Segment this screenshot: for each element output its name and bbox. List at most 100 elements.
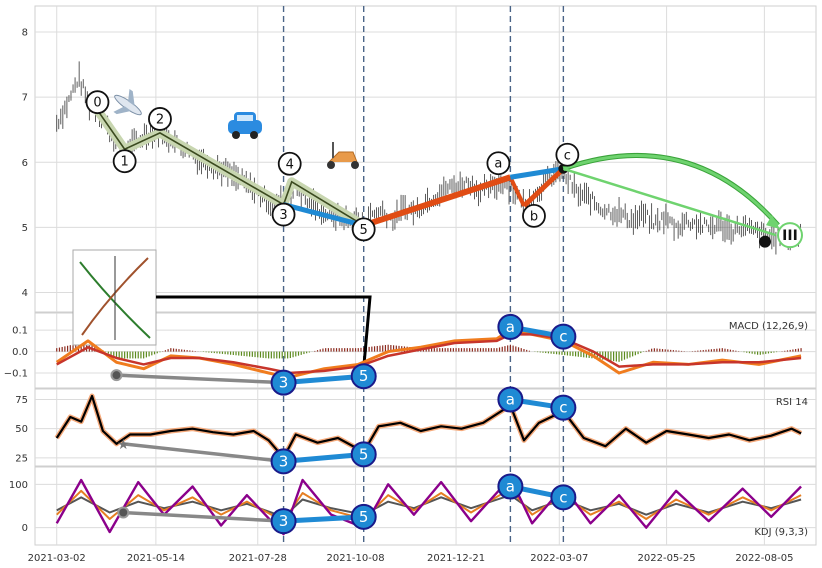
wave-leg-a-c <box>509 166 564 180</box>
divergence-marker-label: a <box>506 478 515 496</box>
macd-histogram-bar <box>66 345 69 352</box>
macd-histogram-bar <box>335 348 338 352</box>
wave-label: a <box>494 157 502 172</box>
macd-histogram-bar <box>265 351 267 359</box>
macd-histogram-bar <box>542 351 544 353</box>
panel-price <box>34 5 817 313</box>
macd-histogram-bar <box>773 351 775 353</box>
macd-histogram-bar <box>708 349 710 352</box>
macd-histogram-bar <box>86 341 88 352</box>
macd-histogram-bar <box>170 348 172 352</box>
y-tick-label: 75 <box>15 395 28 406</box>
macd-histogram-bar <box>523 349 525 352</box>
macd-histogram-bar <box>743 351 745 353</box>
macd-histogram-bar <box>382 345 384 352</box>
x-tick-label: 2021-07-28 <box>229 553 287 564</box>
macd-histogram-bar <box>765 351 767 354</box>
macd-histogram-bar <box>259 351 262 358</box>
macd-histogram-bar <box>602 351 604 360</box>
macd-histogram-bar <box>797 348 799 352</box>
scooter-wheel <box>327 161 335 169</box>
divergence-marker-label: c <box>559 488 567 506</box>
macd-histogram-bar <box>455 348 457 352</box>
macd-histogram-bar <box>354 348 357 352</box>
divergence-marker-label: 3 <box>279 374 289 392</box>
macd-histogram-bar <box>705 349 707 352</box>
macd-histogram-bar <box>784 350 786 352</box>
macd-histogram-bar <box>58 347 61 352</box>
divergence-marker-rsi <box>550 394 577 421</box>
macd-histogram-bar <box>672 350 674 352</box>
macd-histogram-bar <box>547 351 550 354</box>
macd-histogram-bar <box>229 351 232 355</box>
wave-marker-4 <box>277 151 302 176</box>
macd-histogram-bar <box>357 348 359 352</box>
macd-histogram-bar <box>621 351 623 361</box>
macd-histogram-bar <box>431 348 433 352</box>
macd-histogram-bar <box>352 348 354 352</box>
macd-histogram-bar <box>395 345 397 352</box>
divergence-marker-label: a <box>506 391 515 409</box>
divergence-marker-label: a <box>506 318 515 336</box>
macd-histogram-bar <box>344 348 346 352</box>
macd-histogram-bar <box>623 351 626 360</box>
macd-histogram-bar <box>368 346 370 352</box>
divergence-line-macd <box>116 373 284 385</box>
macd-histogram-bar <box>539 351 541 353</box>
macd-histogram-bar <box>754 351 756 355</box>
macd-histogram-bar <box>276 351 278 359</box>
macd-histogram-bar <box>572 351 574 357</box>
rsi-line <box>55 394 802 459</box>
thumbnail-curve <box>79 261 151 339</box>
car-window <box>237 115 253 121</box>
macd-histogram-bar <box>213 351 215 354</box>
macd-histogram-bar <box>762 351 764 355</box>
y-tick-label: −0.1 <box>4 369 28 380</box>
macd-histogram-bar <box>515 346 517 352</box>
macd-histogram-bar <box>83 342 85 352</box>
macd-histogram-bar <box>792 349 794 352</box>
macd-histogram-bar <box>327 348 329 352</box>
macd-histogram-bar <box>583 351 585 358</box>
macd-histogram-bar <box>322 348 324 352</box>
y-tick-label: 7 <box>22 93 28 104</box>
car-icon <box>228 112 262 139</box>
macd-histogram-bar <box>436 348 438 352</box>
y-tick-label: 8 <box>22 28 28 39</box>
macd-histogram-bar <box>477 348 479 352</box>
divergence-marker-label: 3 <box>279 452 289 470</box>
wave-label: 0 <box>93 96 101 111</box>
scooter-wheel <box>351 161 359 169</box>
macd-histogram-bar <box>460 348 463 352</box>
macd-histogram-bar <box>496 348 498 352</box>
y-tick-label: 100 <box>9 480 28 491</box>
macd-histogram-bar <box>219 351 221 354</box>
macd-histogram-bar <box>191 350 194 352</box>
macd-histogram-bar <box>284 351 286 359</box>
macd-histogram-bar <box>115 351 118 359</box>
target-label: III <box>782 228 798 244</box>
macd-histogram-bar <box>145 351 147 358</box>
macd-histogram-bar <box>189 350 191 352</box>
macd-histogram-bar <box>143 351 145 359</box>
wave-leg-b-c <box>522 166 566 208</box>
macd-histogram-bar <box>569 351 571 356</box>
macd-histogram-bar <box>558 351 560 355</box>
divergence-line-kdj <box>123 510 284 523</box>
divergence-connector-rsi <box>283 451 364 464</box>
macd-histogram-bar <box>724 348 726 352</box>
macd-histogram-bar <box>273 351 275 359</box>
macd-histogram-bar <box>205 351 207 353</box>
macd-histogram-bar <box>651 348 653 352</box>
macd-histogram-bar <box>618 351 620 362</box>
airplane-icon <box>113 88 142 116</box>
macd-histogram-bar <box>216 351 218 354</box>
macd-histogram-bar <box>748 351 751 354</box>
panel-label-rsi: RSI 14 <box>776 397 808 408</box>
macd-histogram-bar <box>110 351 112 356</box>
x-tick-label: 2021-05-14 <box>127 553 185 564</box>
macd-histogram-bar <box>333 348 335 352</box>
macd-histogram-bar <box>659 348 661 352</box>
wave-label: 5 <box>360 223 368 238</box>
